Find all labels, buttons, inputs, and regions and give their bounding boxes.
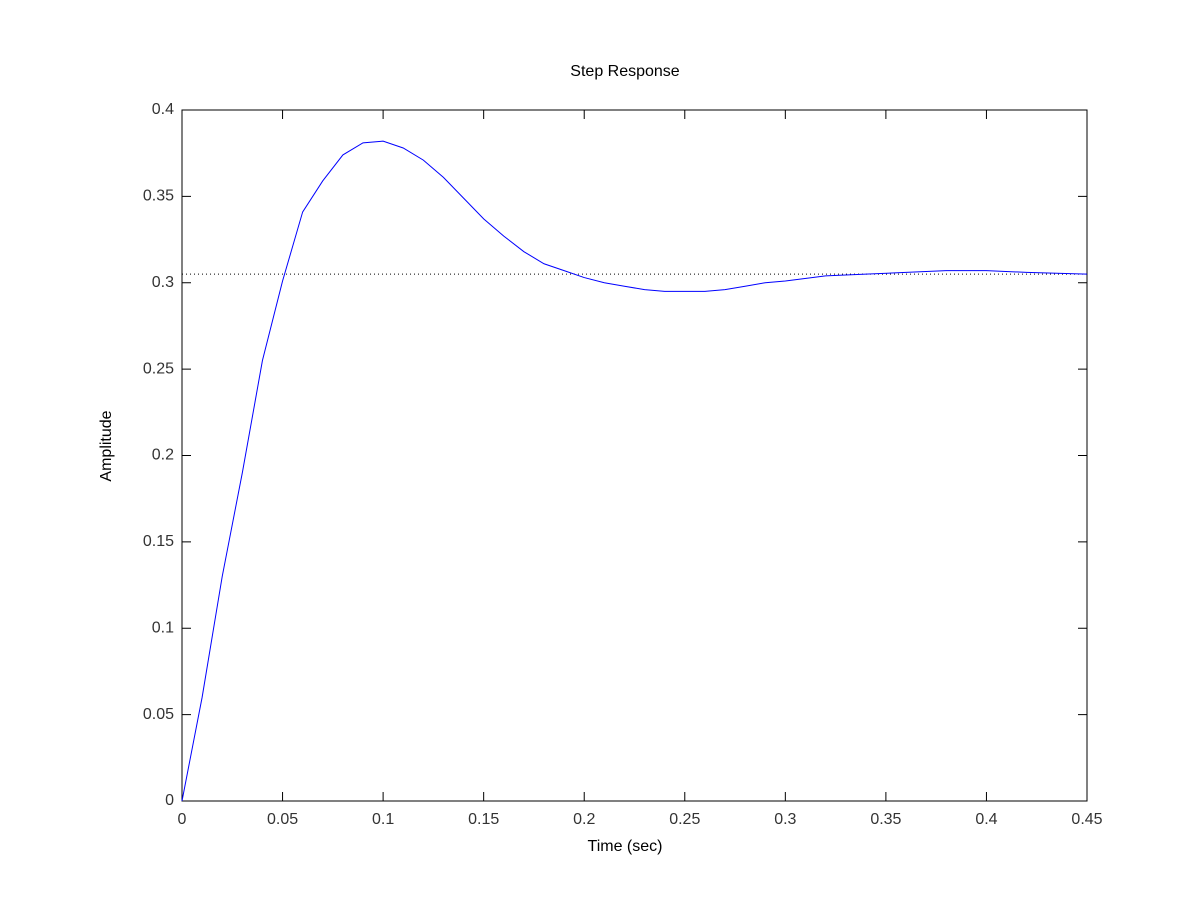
x-tick-label: 0.15 [468, 811, 499, 828]
data-line [181, 140, 1088, 802]
y-tick-label: 0.15 [143, 533, 174, 550]
x-tick-label: 0.2 [573, 811, 595, 828]
y-tick-label: 0.35 [143, 188, 174, 205]
x-tick-label: 0.45 [1071, 811, 1102, 828]
x-tick-label: 0.4 [975, 811, 997, 828]
y-tick-label: 0 [165, 792, 174, 809]
x-tick-label: 0.05 [267, 811, 298, 828]
y-tick-label: 0.3 [152, 274, 174, 291]
y-tick-label: 0.1 [152, 619, 174, 636]
x-tick-label: 0.3 [774, 811, 796, 828]
y-axis-label: Amplitude [98, 410, 115, 481]
x-tick-label: 0 [178, 811, 187, 828]
y-tick-label: 0.25 [143, 360, 174, 377]
y-tick-label: 0.05 [143, 706, 174, 723]
x-tick-label: 0.35 [870, 811, 901, 828]
plot-area [181, 109, 1088, 802]
x-axis-label: Time (sec) [588, 838, 663, 855]
chart-title: Step Response [570, 63, 680, 80]
y-tick-label: 0.2 [152, 447, 174, 464]
y-tick-label: 0.4 [152, 101, 174, 118]
x-tick-label: 0.1 [372, 811, 394, 828]
x-tick-label: 0.25 [669, 811, 700, 828]
